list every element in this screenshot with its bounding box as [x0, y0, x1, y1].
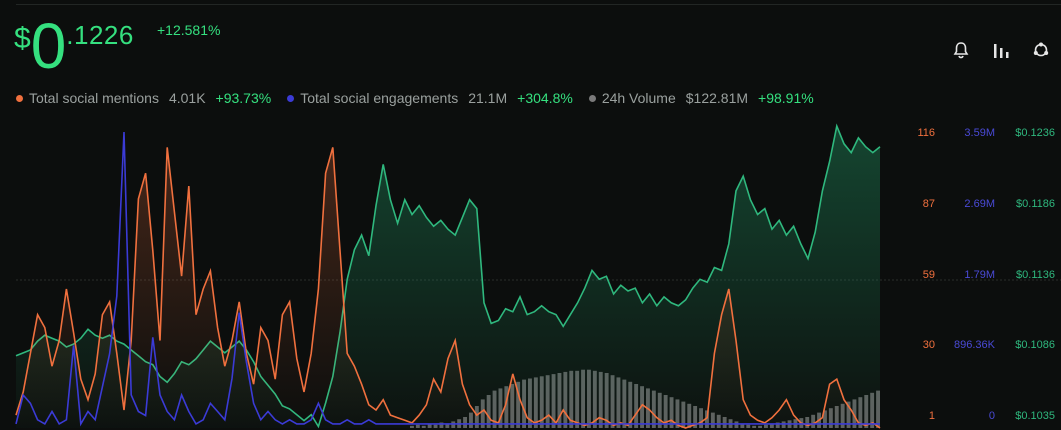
top-divider — [16, 4, 1061, 5]
left-axis-tick: 59 — [923, 269, 935, 281]
legend-value: 4.01K — [168, 90, 206, 106]
legend-value: $122.81M — [685, 90, 749, 106]
middle-axis-tick: 1.79M — [964, 269, 995, 281]
legend-label: 24h Volume — [601, 90, 676, 106]
price-decimals: .1226 — [66, 20, 134, 50]
right-axis-tick: $0.1186 — [1016, 198, 1055, 210]
legend-dot-engagements — [287, 94, 295, 102]
left-axis-tick: 30 — [923, 339, 935, 351]
legend-change: +98.91% — [758, 90, 814, 106]
left-axis-tick: 116 — [917, 127, 935, 139]
bell-icon[interactable] — [951, 40, 971, 60]
toolbar — [951, 40, 1051, 60]
price-currency: $ — [14, 22, 31, 55]
middle-axis-tick: 2.69M — [964, 198, 995, 210]
bar-chart-icon[interactable] — [991, 40, 1011, 60]
right-axis-tick: $0.1035 — [1015, 410, 1055, 422]
price-change: +12.581% — [157, 22, 221, 38]
legend-label: Total social engagements — [300, 90, 459, 106]
legend-dot-mentions — [16, 94, 23, 102]
middle-axis-tick: 896.36K — [954, 339, 996, 351]
legend-label: Total social mentions — [29, 90, 159, 106]
chart-legend: Total social mentions 4.01K +93.73% Tota… — [16, 90, 814, 106]
price-display: $0.1226 — [14, 14, 134, 78]
left-axis-tick: 87 — [923, 198, 935, 210]
legend-item-mentions[interactable]: Total social mentions 4.01K +93.73% — [16, 90, 271, 106]
middle-axis-tick: 0 — [989, 410, 995, 422]
legend-change: +304.8% — [517, 90, 573, 106]
left-axis-tick: 1 — [929, 410, 935, 422]
legend-change: +93.73% — [215, 90, 272, 106]
right-axis-tick: $0.1136 — [1016, 269, 1055, 281]
price-integer: 0 — [30, 10, 67, 82]
engagements-line — [15, 131, 880, 427]
mentions-area — [16, 147, 880, 428]
legend-value: 21.1M — [468, 90, 508, 106]
mentions-line — [15, 147, 881, 429]
share-icon[interactable] — [1031, 40, 1051, 60]
legend-item-volume[interactable]: 24h Volume $122.81M +98.91% — [588, 90, 814, 106]
legend-item-engagements[interactable]: Total social engagements 21.1M +304.8% — [287, 90, 573, 106]
middle-axis-tick: 3.59M — [964, 127, 995, 139]
right-axis-tick: $0.1236 — [1015, 127, 1055, 139]
right-axis-tick: $0.1086 — [1015, 339, 1055, 351]
legend-dot-volume — [588, 94, 596, 102]
